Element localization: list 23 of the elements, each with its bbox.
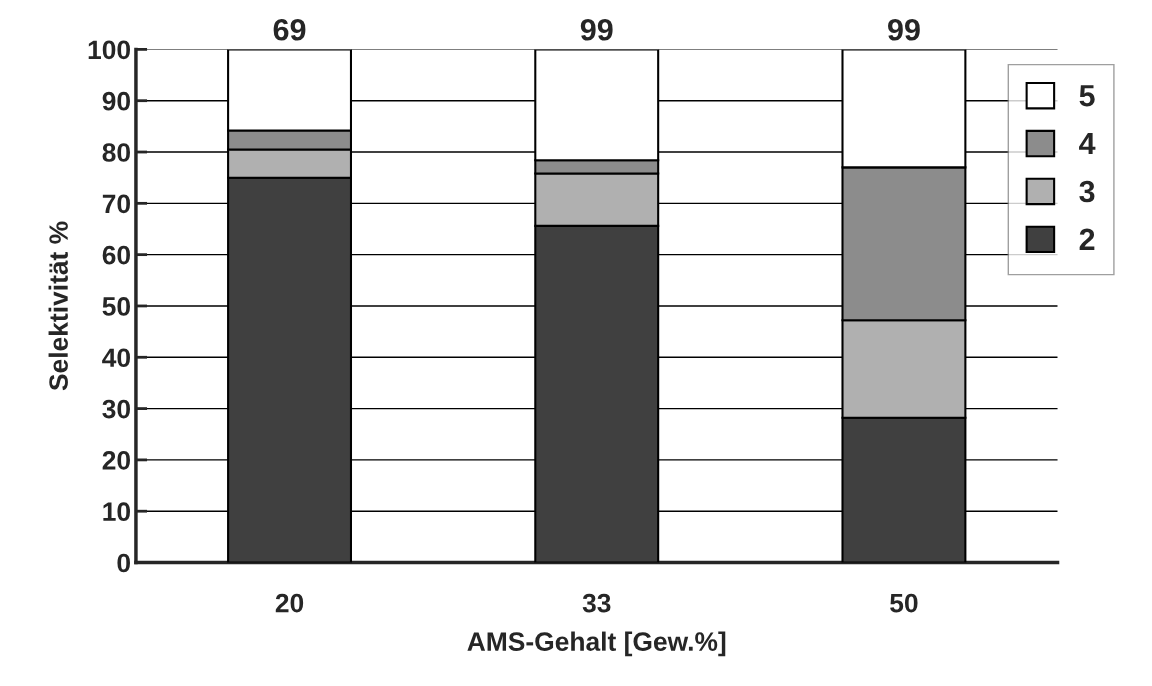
y-tick-label: 100 — [88, 40, 130, 60]
x-tick-label: 33 — [582, 593, 611, 613]
annotation: 69 — [273, 18, 306, 41]
y-axis-title: Selektivität % — [48, 221, 68, 391]
y-tick-label: 30 — [102, 399, 130, 419]
y-tick-label: 40 — [102, 348, 130, 368]
annotation: 99 — [580, 18, 613, 41]
annotation: 99 — [888, 18, 920, 41]
y-tick-label: 80 — [102, 143, 130, 162]
y-tick-label: 60 — [102, 245, 130, 265]
y-tick-label: 20 — [102, 451, 130, 470]
x-tick-label: 50 — [890, 593, 918, 613]
legend-label: 3 — [1079, 180, 1095, 203]
y-tick-label: 50 — [102, 297, 130, 316]
legend-label: 5 — [1079, 85, 1095, 107]
x-axis-title: AMS-Gehalt [Gew.%] — [467, 631, 726, 657]
y-tick-label: 0 — [117, 553, 130, 573]
legend-label: 2 — [1079, 228, 1095, 250]
y-tick-label: 10 — [103, 502, 130, 522]
y-tick-label: 90 — [102, 91, 130, 111]
legend-label: 4 — [1079, 133, 1096, 155]
x-tick-label: 20 — [275, 593, 304, 613]
y-tick-label: 70 — [102, 194, 130, 214]
